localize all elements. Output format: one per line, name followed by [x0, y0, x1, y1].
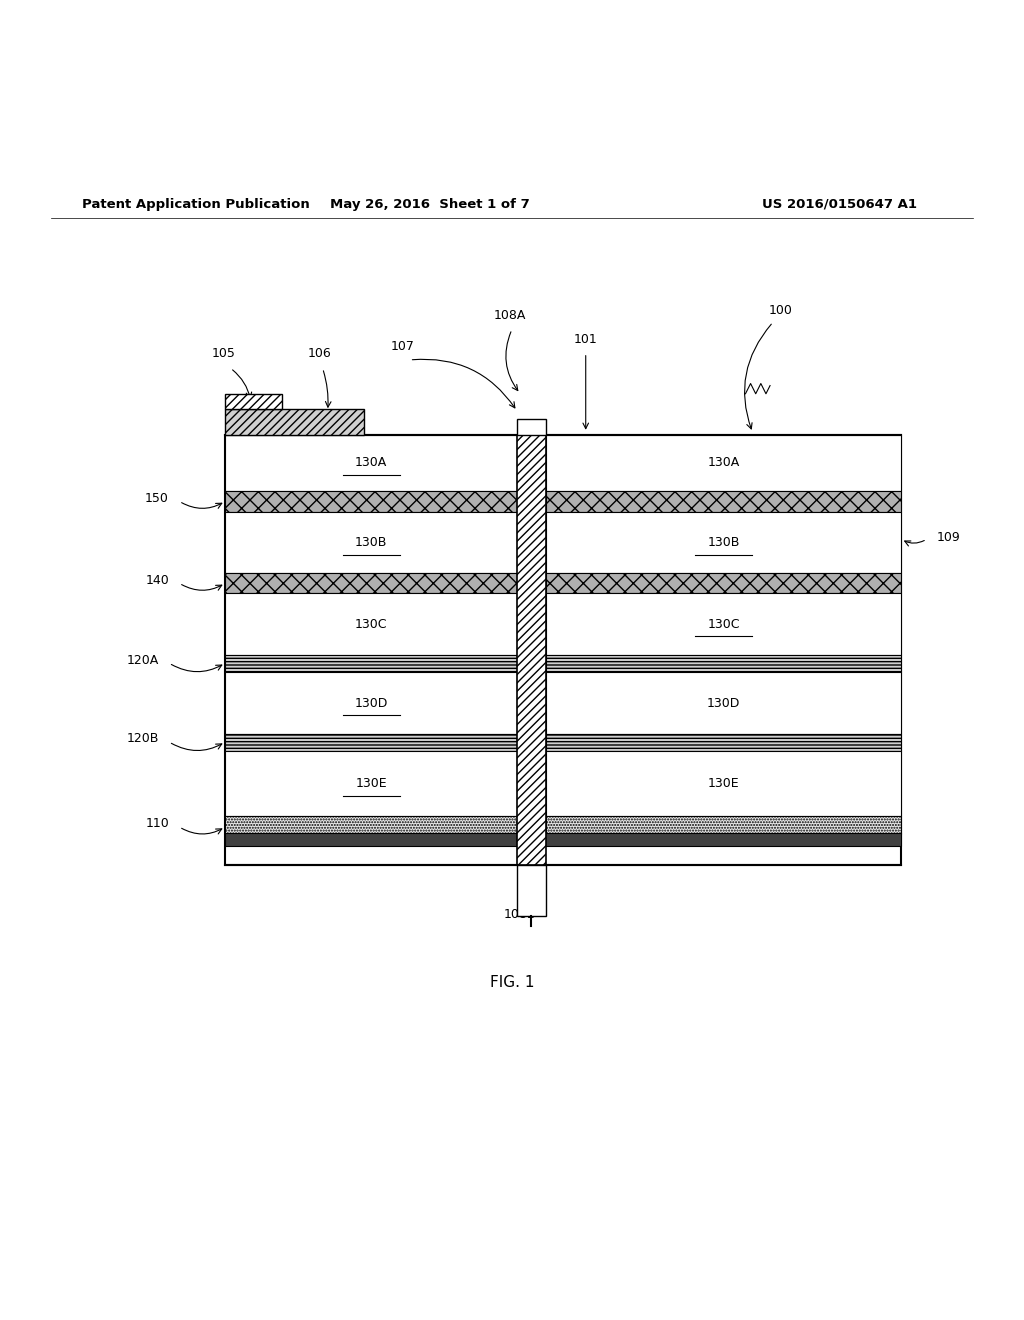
Text: Patent Application Publication: Patent Application Publication — [82, 198, 309, 211]
Text: 130E: 130E — [355, 777, 387, 789]
Bar — [546, 594, 901, 655]
Bar — [225, 409, 364, 434]
Bar — [546, 734, 901, 751]
Text: 150: 150 — [145, 492, 169, 504]
Bar — [225, 393, 282, 409]
Text: FIG. 1: FIG. 1 — [489, 975, 535, 990]
Bar — [546, 751, 901, 816]
Text: May 26, 2016  Sheet 1 of 7: May 26, 2016 Sheet 1 of 7 — [330, 198, 530, 211]
Bar — [225, 672, 517, 734]
Bar — [517, 865, 546, 916]
Text: 110: 110 — [145, 817, 169, 830]
Bar — [517, 420, 546, 434]
Text: 105: 105 — [211, 347, 236, 360]
Bar — [225, 816, 517, 834]
Text: 101: 101 — [573, 333, 598, 346]
Text: 109: 109 — [937, 531, 961, 544]
Bar — [225, 833, 901, 846]
Bar — [546, 512, 901, 573]
Text: 130A: 130A — [355, 457, 387, 470]
Text: 108A: 108A — [494, 309, 526, 322]
Text: 130D: 130D — [354, 697, 388, 710]
Bar — [225, 573, 517, 594]
Text: 107: 107 — [390, 339, 415, 352]
Text: 100: 100 — [768, 304, 793, 317]
Bar — [546, 655, 901, 672]
Bar — [225, 751, 517, 816]
Text: US 2016/0150647 A1: US 2016/0150647 A1 — [762, 198, 918, 211]
Bar — [546, 672, 901, 734]
Bar — [546, 434, 901, 491]
Bar — [225, 734, 517, 751]
Text: 130C: 130C — [708, 618, 739, 631]
Bar — [546, 816, 901, 834]
Text: 140: 140 — [145, 574, 169, 586]
Text: 106: 106 — [307, 347, 332, 360]
Bar — [225, 491, 517, 512]
Bar — [225, 594, 517, 655]
Text: 130C: 130C — [355, 618, 387, 631]
Bar — [546, 573, 901, 594]
Bar — [546, 491, 901, 512]
Bar — [225, 655, 517, 672]
Text: 130D: 130D — [707, 697, 740, 710]
Bar — [225, 434, 517, 491]
Text: 120B: 120B — [126, 733, 159, 746]
Text: 130E: 130E — [708, 777, 739, 789]
Text: 130B: 130B — [708, 536, 739, 549]
Text: 130A: 130A — [708, 457, 739, 470]
Text: 130B: 130B — [355, 536, 387, 549]
Bar — [225, 512, 517, 573]
Bar — [225, 434, 901, 865]
Text: 120A: 120A — [127, 653, 159, 667]
Text: 108B: 108B — [504, 908, 537, 921]
Bar — [517, 434, 546, 865]
